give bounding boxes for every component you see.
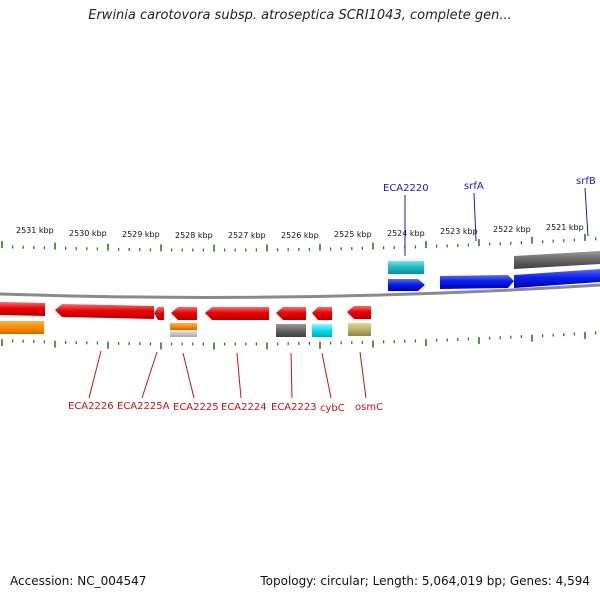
- gene-ECA2224-feature[interactable]: [171, 307, 197, 320]
- ruler-label: 2531 kbp: [16, 226, 54, 235]
- ruler-label: 2523 kbp: [440, 227, 478, 236]
- reverse-features: [0, 302, 371, 337]
- label-leader: [88, 350, 102, 399]
- label-leader: [321, 352, 332, 399]
- coordinate-ruler: 2531 kbp 2530 kbp 2529 kbp 2528 kbp 2527…: [16, 223, 584, 240]
- label-leader: [584, 187, 589, 237]
- ruler-label: 2525 kbp: [334, 230, 372, 239]
- ruler-label: 2527 kbp: [228, 231, 266, 240]
- rna-feature[interactable]: [0, 321, 44, 334]
- ruler-label: 2521 kbp: [546, 223, 584, 232]
- gene-label-cybC[interactable]: cybC: [320, 403, 345, 414]
- gene-label-ECA2223[interactable]: ECA2223: [271, 402, 317, 413]
- ruler-label: 2524 kbp: [387, 229, 425, 238]
- label-leader: [359, 351, 367, 399]
- gene-srfA-feature[interactable]: [440, 275, 514, 289]
- ruler-label: 2522 kbp: [493, 225, 531, 234]
- gene-ECA2226-feature[interactable]: [0, 302, 45, 316]
- gene-label-srfA[interactable]: srfA: [464, 181, 484, 192]
- gene-osmC-feature[interactable]: [312, 307, 332, 320]
- label-leader: [473, 192, 477, 242]
- gene-label-srfB[interactable]: srfB: [576, 176, 596, 187]
- lower-tick-marks: [1, 331, 597, 350]
- label-leader: [290, 352, 293, 399]
- gene-ECA2225-feature[interactable]: [154, 307, 164, 320]
- gene-ECA2225A-feature[interactable]: [55, 304, 154, 319]
- ruler-label: 2528 kbp: [175, 231, 213, 240]
- forward-gene-labels: ECA2220 srfA srfB: [383, 176, 596, 256]
- pseudo-gene-feature[interactable]: [276, 324, 306, 337]
- gene-label-ECA2225[interactable]: ECA2225: [173, 402, 219, 413]
- accession-label: Accession: NC_004547: [10, 574, 147, 588]
- forward-gene-arrow[interactable]: [388, 279, 425, 291]
- ruler-label: 2529 kbp: [122, 230, 160, 239]
- label-leader: [236, 352, 242, 399]
- gene-label-ECA2226[interactable]: ECA2226: [68, 401, 114, 412]
- gene-cybC-feature[interactable]: [276, 307, 306, 320]
- pseudo-gene-feature[interactable]: [514, 251, 600, 269]
- genome-backbone: [0, 283, 600, 299]
- ruler-label: 2530 kbp: [69, 229, 107, 238]
- gene-srfB-feature[interactable]: [514, 269, 600, 288]
- gene-label-ECA2225A[interactable]: ECA2225A: [117, 401, 170, 412]
- genome-summary: Topology: circular; Length: 5,064,019 bp…: [260, 574, 590, 588]
- reverse-gene-arrow[interactable]: [347, 306, 371, 319]
- gene-label-ECA2220[interactable]: ECA2220: [383, 183, 429, 194]
- gene-ECA2223-feature[interactable]: [205, 307, 269, 320]
- label-leader: [182, 352, 195, 399]
- gene-label-osmC[interactable]: osmC: [355, 402, 383, 413]
- label-leader: [141, 351, 158, 399]
- reverse-gene-labels: ECA2226 ECA2225A ECA2225 ECA2224 ECA2223…: [68, 350, 383, 414]
- map-title: Erwinia carotovora subsp. atroseptica SC…: [88, 8, 512, 23]
- upper-tick-marks: [1, 233, 597, 252]
- ruler-label: 2526 kbp: [281, 231, 319, 240]
- misc-feature[interactable]: [312, 324, 332, 337]
- rna-feature[interactable]: [170, 323, 197, 330]
- forward-features: [388, 251, 600, 291]
- misc-feature[interactable]: [170, 330, 197, 337]
- gene-label-ECA2224[interactable]: ECA2224: [221, 402, 267, 413]
- misc-feature[interactable]: [348, 323, 371, 336]
- gene-ECA2220-feature[interactable]: [388, 261, 424, 274]
